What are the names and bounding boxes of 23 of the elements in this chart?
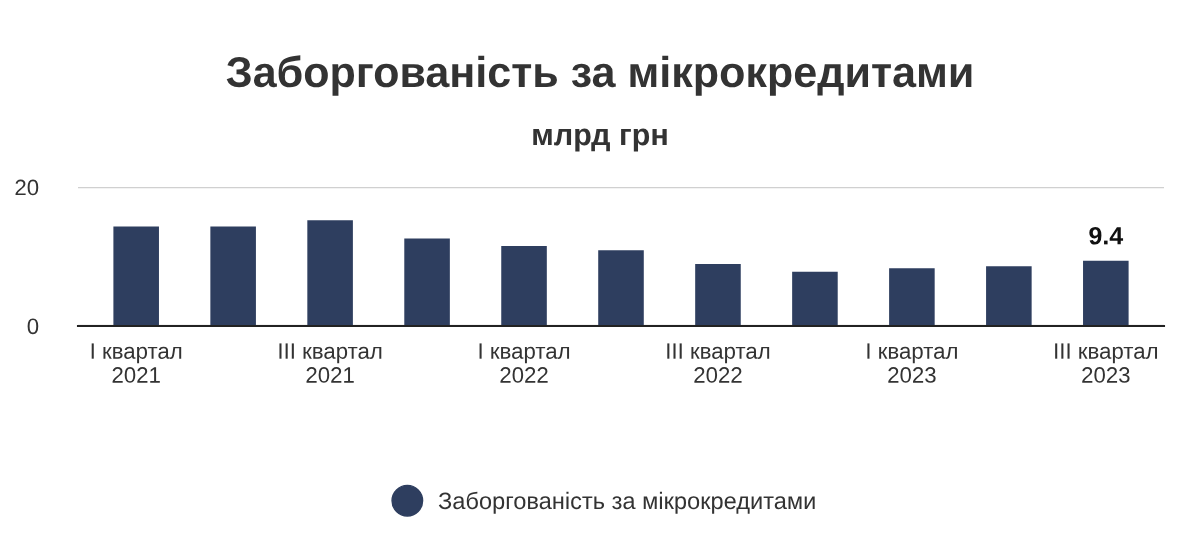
bar	[307, 220, 353, 326]
x-tick-label: III квартал 2022	[667, 343, 770, 383]
data-label: 9.4	[1089, 226, 1124, 245]
bar	[695, 264, 741, 326]
bar	[889, 268, 935, 326]
chart-title: Заборгованість за мікрокредитами	[226, 55, 972, 96]
x-tick-label: I квартал 2021	[91, 343, 182, 383]
bar	[501, 246, 547, 326]
bar	[404, 238, 450, 326]
bar	[792, 271, 838, 326]
x-tick-label: I квартал 2023	[867, 343, 957, 383]
x-tick-label: I квартал 2022	[479, 343, 570, 383]
bar	[113, 226, 159, 326]
chart-subtitle: млрд грн	[533, 128, 667, 152]
bar	[986, 266, 1032, 326]
x-tick-label: III квартал 2023	[1055, 343, 1158, 383]
bar	[210, 226, 256, 326]
y-tick-label: 20	[15, 179, 39, 196]
x-tick-label: III квартал 2021	[279, 343, 382, 383]
y-tick-label: 0	[27, 318, 39, 335]
bar	[598, 250, 644, 326]
bar	[1083, 260, 1129, 326]
legend-label: Заборгованість за мікрокредитами	[438, 491, 815, 514]
